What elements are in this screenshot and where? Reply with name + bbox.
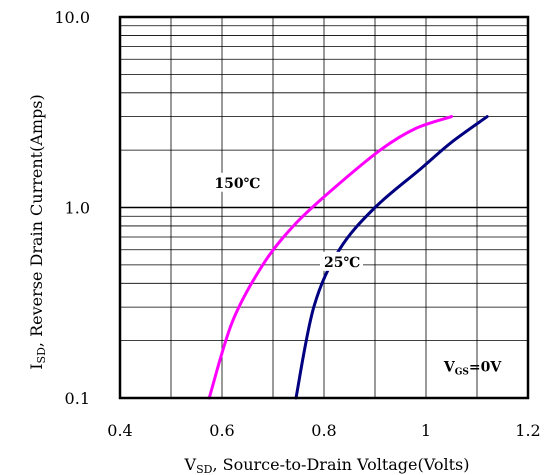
series-line-1 xyxy=(294,115,489,400)
y-axis-title: ISD, Reverse Drain Current(Amps) xyxy=(27,94,48,370)
labels: 0.4 0.6 0.8 1 1.2 0.1 1.0 10.0 150℃ 25℃ VGS=0V xyxy=(54,8,540,440)
annotation-background xyxy=(210,172,265,192)
x-axis-title-sub: SD xyxy=(196,463,213,475)
annotation-sub: GS xyxy=(455,367,469,377)
annotation-2: VGS=0V xyxy=(443,359,503,377)
annotation-1: 25℃ xyxy=(320,251,363,271)
x-tick-label: 0.4 xyxy=(107,421,132,440)
annotation-text: 150℃ xyxy=(214,176,260,192)
y-tick-label: 0.1 xyxy=(65,389,90,408)
x-axis-title-rest: , Source-to-Drain Voltage(Volts) xyxy=(212,455,469,474)
y-axis-title-main: I xyxy=(27,363,46,369)
x-axis-title-main: V xyxy=(184,455,197,474)
annotation-rest: =0V xyxy=(469,359,502,375)
y-axis-title-rest: , Reverse Drain Current(Amps) xyxy=(27,94,46,347)
y-axis-title-sub: SD xyxy=(35,347,48,364)
x-tick-label: 1 xyxy=(421,421,431,440)
x-tick-label: 0.6 xyxy=(209,421,234,440)
annotation-text: 25℃ xyxy=(324,255,360,271)
annotation-background xyxy=(320,251,363,271)
series-line-0 xyxy=(207,115,453,400)
x-axis-title: VSD, Source-to-Drain Voltage(Volts) xyxy=(184,455,470,475)
y-tick-label: 1.0 xyxy=(65,199,90,218)
series-layer xyxy=(207,115,489,400)
y-tick-label: 10.0 xyxy=(54,8,90,27)
x-tick-label: 1.2 xyxy=(515,421,540,440)
annotation-0: 150℃ xyxy=(210,172,265,192)
annotation-text: VGS=0V xyxy=(443,359,503,377)
grid xyxy=(120,17,528,398)
x-tick-label: 0.8 xyxy=(311,421,336,440)
annotation-main: V xyxy=(443,359,456,375)
plot-frame xyxy=(118,15,530,400)
